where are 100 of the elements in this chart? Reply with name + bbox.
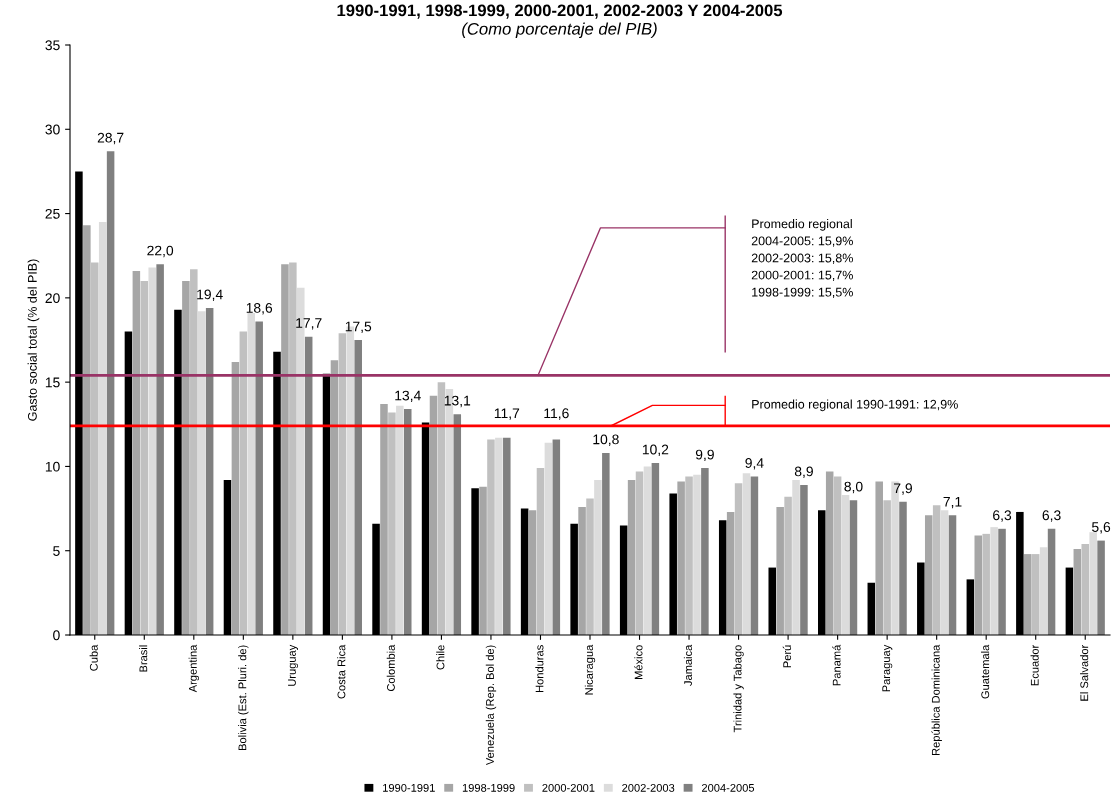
bar: [825, 471, 834, 635]
bar: [1031, 554, 1040, 635]
y-tick-label: 5: [53, 546, 60, 556]
bar: [899, 501, 907, 635]
y-tick-label: 25: [45, 208, 60, 219]
y-tick-label: 15: [45, 377, 60, 388]
bar: [140, 281, 149, 635]
bar: [495, 437, 503, 635]
bar: [1081, 543, 1089, 635]
x-tick-label: Jamaica: [683, 644, 693, 686]
x-tick-label: Panamá: [832, 644, 841, 686]
y-tick-label: 0: [53, 630, 60, 641]
data-label: 10,2: [642, 444, 669, 457]
bar: [281, 264, 289, 635]
legend-label: 2004-2005: [701, 783, 755, 792]
bar: [1024, 554, 1032, 635]
data-label: 6,3: [1042, 510, 1061, 522]
bar: [586, 498, 594, 635]
data-label: 19,4: [197, 289, 223, 301]
bar: [91, 262, 99, 635]
bar: [726, 511, 735, 635]
bar: [792, 479, 800, 635]
chart-title: 1990-1991, 1998-1999, 2000-2001, 2002-2003 Y 2004-2005: [337, 4, 783, 19]
bar: [156, 264, 164, 635]
bar: [255, 321, 263, 635]
legend-label: 2000-2001: [542, 783, 595, 792]
data-label: 17,7: [296, 318, 322, 330]
bar: [487, 439, 495, 635]
bar: [627, 479, 636, 635]
bar: [849, 500, 858, 635]
bar: [380, 404, 388, 635]
bar: [924, 515, 933, 635]
x-tick-label: México: [634, 645, 643, 679]
bar: [1047, 528, 1056, 635]
bar: [998, 528, 1006, 635]
bar: [231, 361, 240, 635]
bar: [701, 468, 709, 635]
bar: [289, 262, 297, 635]
y-tick-label: 10: [45, 461, 60, 472]
bar: [776, 506, 784, 635]
legend-label: 1998-1999: [462, 783, 515, 792]
x-tick-label: Paraguay: [882, 644, 893, 692]
data-label: 11,6: [544, 408, 569, 420]
bar: [132, 270, 141, 635]
bar: [940, 510, 949, 635]
bar: [552, 439, 561, 635]
bar: [247, 313, 256, 635]
bar: [437, 382, 446, 635]
x-tick-label: Guatemala: [981, 644, 990, 699]
bar: [932, 505, 941, 635]
annotation: Promedio regional 1990-1991: 12,9%: [752, 399, 958, 412]
bar: [677, 481, 685, 635]
data-label: 22,0: [147, 245, 174, 258]
legend-label: 1990-1991: [383, 783, 435, 792]
bar: [528, 510, 537, 635]
data-label: 18,6: [246, 302, 273, 315]
x-tick-label: Argentina: [188, 644, 199, 693]
data-label: 5,6: [1091, 522, 1111, 534]
y-tick-label: 35: [45, 40, 60, 51]
x-tick-label: Cuba: [89, 644, 98, 671]
bar: [875, 481, 883, 635]
bar: [403, 409, 412, 635]
bar: [643, 466, 652, 635]
data-label: 8,0: [844, 481, 863, 494]
bar: [396, 405, 404, 635]
x-tick-label: El Salvador: [1080, 644, 1089, 701]
bar: [503, 437, 511, 635]
bar: [190, 269, 198, 635]
data-label: 6,3: [993, 510, 1012, 522]
bar: [602, 452, 610, 635]
bar: [750, 476, 759, 635]
bar: [205, 307, 214, 635]
data-label: 9,4: [745, 458, 764, 470]
bar: [651, 463, 660, 635]
bar: [974, 535, 983, 635]
x-tick-label: Uruguay: [288, 644, 299, 686]
bar: [304, 336, 313, 635]
x-tick-label: Brasil: [139, 645, 148, 672]
x-tick-label: Ecuador: [1030, 644, 1039, 686]
bar: [239, 331, 248, 635]
bar: [182, 281, 190, 635]
bar: [948, 515, 957, 635]
bar: [594, 479, 602, 635]
data-label: 13,1: [444, 395, 471, 408]
bar: [479, 486, 487, 635]
data-label: 28,7: [97, 132, 124, 145]
x-tick-label: Honduras: [535, 645, 544, 692]
x-tick-label: República Dominicana: [931, 644, 942, 755]
data-label: 9,9: [695, 449, 714, 462]
data-label: 17,5: [345, 321, 372, 333]
bar: [1097, 540, 1105, 635]
data-label: 13,4: [395, 390, 421, 403]
bar: [148, 267, 156, 635]
bar: [106, 151, 115, 635]
bar: [1039, 547, 1048, 635]
bar: [800, 484, 808, 635]
data-label: 10,8: [593, 434, 619, 446]
bar: [578, 506, 586, 635]
chart-subtitle: (Como porcentaje del PIB): [462, 22, 657, 39]
bar: [83, 225, 91, 635]
